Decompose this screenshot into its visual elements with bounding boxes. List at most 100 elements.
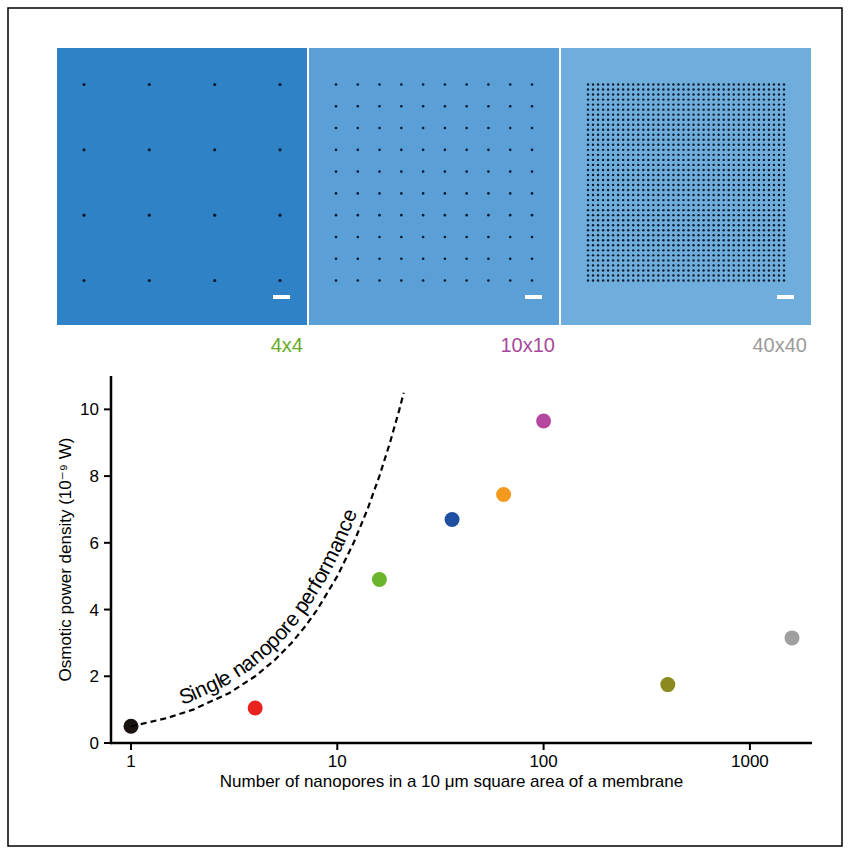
- nanopore: [697, 209, 699, 211]
- scale-bar: [273, 295, 290, 299]
- nanopore: [677, 244, 679, 246]
- nanopore: [422, 83, 425, 86]
- nanopore: [758, 204, 760, 206]
- nanopore: [783, 179, 785, 181]
- nanopore-array: [335, 83, 534, 282]
- nanopore: [647, 254, 649, 256]
- nanopore: [602, 103, 604, 105]
- nanopore: [632, 139, 634, 141]
- nanopore: [712, 209, 714, 211]
- nanopore: [712, 113, 714, 115]
- nanopore: [662, 134, 664, 136]
- nanopore: [748, 234, 750, 236]
- nanopore: [753, 274, 755, 276]
- nanopore: [728, 249, 730, 251]
- nanopore: [773, 229, 775, 231]
- nanopore: [712, 149, 714, 151]
- nanopore: [758, 179, 760, 181]
- nanopore: [738, 229, 740, 231]
- nanopore: [607, 154, 609, 156]
- nanopore: [632, 98, 634, 100]
- nanopore: [531, 170, 534, 173]
- nanopore: [378, 192, 381, 195]
- nanopore: [778, 88, 780, 90]
- nanopore: [733, 189, 735, 191]
- nanopore: [622, 164, 624, 166]
- nanopore: [743, 214, 745, 216]
- nanopore: [647, 214, 649, 216]
- nanopore: [697, 164, 699, 166]
- nanopore: [597, 118, 599, 120]
- nanopore: [733, 209, 735, 211]
- nanopore: [702, 124, 704, 126]
- nanopore: [592, 214, 594, 216]
- nanopore: [728, 264, 730, 266]
- nanopore: [652, 264, 654, 266]
- nanopore: [617, 229, 619, 231]
- nanopore: [672, 189, 674, 191]
- data-point: [785, 630, 800, 645]
- nanopore: [612, 224, 614, 226]
- nanopore: [607, 144, 609, 146]
- nanopore: [778, 93, 780, 95]
- nanopore: [743, 164, 745, 166]
- nanopore: [652, 189, 654, 191]
- nanopore: [622, 129, 624, 131]
- nanopore: [778, 139, 780, 141]
- nanopore: [702, 269, 704, 271]
- nanopore: [748, 224, 750, 226]
- nanopore: [738, 264, 740, 266]
- nanopore: [768, 194, 770, 196]
- nanopore: [768, 184, 770, 186]
- nanopore: [717, 264, 719, 266]
- nanopore: [662, 139, 664, 141]
- nanopore: [687, 98, 689, 100]
- nanopore: [617, 199, 619, 201]
- nanopore: [587, 129, 589, 131]
- nanopore: [531, 149, 534, 152]
- nanopore: [652, 249, 654, 251]
- nanopore: [642, 154, 644, 156]
- nanopore: [597, 164, 599, 166]
- nanopore-array: [82, 83, 281, 282]
- nanopore: [692, 108, 694, 110]
- nanopore: [687, 249, 689, 251]
- nanopore: [652, 184, 654, 186]
- nanopore: [662, 103, 664, 105]
- nanopore: [738, 164, 740, 166]
- nanopore: [592, 249, 594, 251]
- nanopore: [627, 259, 629, 261]
- nanopore: [465, 105, 468, 108]
- nanopore: [692, 139, 694, 141]
- nanopore: [758, 129, 760, 131]
- nanopore: [642, 174, 644, 176]
- nanopore: [622, 199, 624, 201]
- nanopore: [743, 124, 745, 126]
- nanopore: [662, 254, 664, 256]
- nanopore: [632, 274, 634, 276]
- nanopore: [587, 184, 589, 186]
- nanopore: [687, 244, 689, 246]
- nanopore: [722, 209, 724, 211]
- nanopore: [697, 214, 699, 216]
- nanopore: [783, 83, 785, 85]
- nanopore: [773, 154, 775, 156]
- nanopore: [612, 169, 614, 171]
- nanopore: [617, 279, 619, 281]
- nanopore: [622, 83, 624, 85]
- nanopore: [335, 257, 338, 260]
- nanopore: [632, 209, 634, 211]
- nanopore: [632, 108, 634, 110]
- nanopore: [778, 214, 780, 216]
- nanopore: [592, 259, 594, 261]
- nanopore: [627, 93, 629, 95]
- nanopore: [597, 134, 599, 136]
- nanopore: [687, 149, 689, 151]
- nanopore: [682, 98, 684, 100]
- nanopore: [707, 274, 709, 276]
- nanopore: [722, 194, 724, 196]
- nanopore: [773, 239, 775, 241]
- nanopore: [702, 103, 704, 105]
- nanopore: [667, 124, 669, 126]
- nanopore: [758, 98, 760, 100]
